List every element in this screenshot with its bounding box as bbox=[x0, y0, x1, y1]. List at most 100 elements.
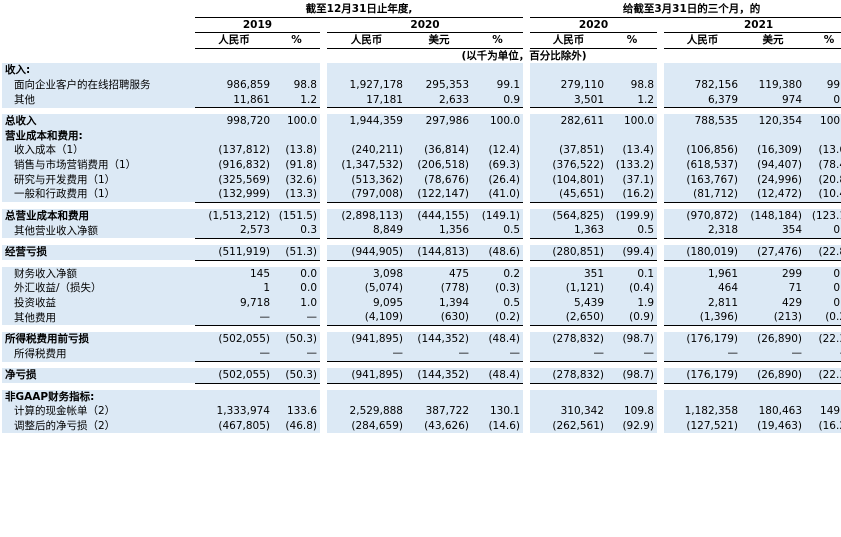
value-cell: (43,626) bbox=[406, 418, 472, 434]
value-cell: (132,999) bbox=[195, 187, 273, 203]
column-gap bbox=[523, 296, 530, 311]
row-label: 投资收益 bbox=[2, 295, 195, 311]
column-gap bbox=[523, 187, 530, 202]
value-cell bbox=[195, 389, 273, 405]
value-cell: (376,522) bbox=[530, 157, 608, 173]
col-label: 美元 bbox=[741, 32, 806, 49]
value-cell: 99.2 bbox=[805, 77, 841, 93]
column-gap bbox=[320, 158, 327, 173]
value-cell: (36,814) bbox=[406, 143, 472, 158]
value-cell: 0.1 bbox=[805, 281, 841, 296]
value-cell bbox=[273, 389, 320, 405]
value-cell: 17,181 bbox=[327, 92, 406, 109]
value-cell: (2,898,113) bbox=[327, 208, 406, 224]
value-cell: 0.5 bbox=[472, 223, 524, 239]
value-cell: (278,832) bbox=[530, 331, 608, 347]
value-cell bbox=[664, 128, 742, 144]
column-gap bbox=[657, 129, 664, 144]
row-label: 所得税费用 bbox=[2, 346, 195, 362]
value-cell: (0.2) bbox=[472, 310, 524, 326]
value-cell: 986,859 bbox=[195, 77, 273, 93]
value-cell: (16.2) bbox=[607, 187, 658, 203]
value-cell: (941,895) bbox=[327, 331, 406, 347]
value-cell: (26.4) bbox=[472, 172, 524, 188]
column-gap bbox=[523, 209, 530, 224]
value-cell: 1.2 bbox=[607, 92, 658, 109]
value-cell: — bbox=[741, 346, 806, 363]
value-cell: (778) bbox=[406, 281, 472, 296]
value-cell: 782,156 bbox=[664, 77, 742, 93]
value-cell: (91.8) bbox=[273, 157, 320, 173]
table-row: 收入成本（1） (137,812) (13.8) (240,211) (36,814)(… bbox=[2, 143, 841, 158]
value-cell: (944,905) bbox=[327, 244, 406, 261]
value-cell: (78.4) bbox=[805, 157, 841, 173]
value-cell bbox=[472, 128, 524, 144]
row-label: 总收入 bbox=[2, 114, 195, 129]
value-cell: (2,650) bbox=[530, 310, 608, 326]
column-gap bbox=[523, 114, 530, 129]
value-cell: 180,463 bbox=[741, 404, 806, 419]
value-cell: (0.9) bbox=[607, 310, 658, 326]
value-cell bbox=[530, 128, 608, 144]
value-cell: (444,155) bbox=[406, 208, 472, 224]
column-gap bbox=[320, 93, 327, 108]
income-statement-table: 截至12月31日止年度, 给截至3月31日的三个月，的 2019 2020 20… bbox=[2, 2, 841, 434]
column-gap bbox=[657, 346, 664, 361]
value-cell: 119,380 bbox=[741, 77, 806, 93]
value-cell: (46.8) bbox=[273, 418, 320, 434]
row-label: 研究与开发费用（1） bbox=[2, 172, 195, 188]
value-cell: (13.3) bbox=[273, 187, 320, 203]
value-cell: 149.9 bbox=[805, 404, 841, 419]
column-gap bbox=[523, 404, 530, 419]
value-cell: 299 bbox=[741, 266, 806, 282]
value-cell: (1,396) bbox=[664, 310, 742, 326]
value-cell: (916,832) bbox=[195, 157, 273, 173]
value-cell bbox=[530, 389, 608, 405]
value-cell: (502,055) bbox=[195, 331, 273, 347]
value-cell bbox=[805, 63, 841, 78]
value-cell: (78,676) bbox=[406, 172, 472, 188]
column-gap bbox=[523, 310, 530, 325]
value-cell: (618,537) bbox=[664, 157, 742, 173]
value-cell: (50.3) bbox=[273, 368, 320, 384]
value-cell bbox=[664, 389, 742, 405]
value-cell: (137,812) bbox=[195, 143, 273, 158]
value-cell: 998,720 bbox=[195, 114, 273, 129]
value-cell: (149.1) bbox=[472, 208, 524, 224]
value-cell bbox=[327, 389, 406, 405]
value-cell: 9,095 bbox=[327, 295, 406, 311]
currency-header-row: 人民币 % 人民币 美元 % 人民币 % 人民币 美元 % bbox=[2, 32, 841, 49]
value-cell: (45,651) bbox=[530, 187, 608, 203]
column-gap bbox=[523, 390, 530, 405]
value-cell: 0.9 bbox=[472, 92, 524, 109]
value-cell: 98.8 bbox=[273, 77, 320, 93]
value-cell: (148,184) bbox=[741, 208, 806, 224]
value-cell: (26,890) bbox=[741, 331, 806, 347]
value-cell: (48.4) bbox=[472, 368, 524, 384]
unit-note: (以千为单位，百分比除外) bbox=[461, 49, 587, 62]
value-cell: (13.6) bbox=[805, 143, 841, 158]
value-cell: 2,633 bbox=[406, 92, 472, 109]
value-cell bbox=[741, 63, 806, 78]
column-gap bbox=[657, 173, 664, 188]
value-cell bbox=[195, 63, 273, 78]
col-label: 人民币 bbox=[530, 32, 608, 49]
table-row: 研究与开发费用（1） (325,569) (32.6) (513,362) (78,67… bbox=[2, 172, 841, 188]
value-cell: 0.8 bbox=[805, 92, 841, 109]
row-label: 财务收入净额 bbox=[2, 266, 195, 282]
value-cell: 1,927,178 bbox=[327, 77, 406, 93]
row-label: 所得税费用前亏损 bbox=[2, 331, 195, 347]
value-cell: (630) bbox=[406, 310, 472, 326]
column-gap bbox=[657, 143, 664, 158]
value-cell: 0.3 bbox=[805, 223, 841, 239]
column-gap bbox=[523, 419, 530, 434]
value-cell: (16.2) bbox=[805, 418, 841, 434]
table-row: 面向企业客户的在线招聘服务 986,859 98.8 1,927,178 295,353… bbox=[2, 77, 841, 93]
value-cell: (22.8) bbox=[805, 244, 841, 261]
year-heading: 2020 bbox=[327, 17, 524, 34]
quarter-period-heading: 给截至3月31日的三个月，的 bbox=[530, 2, 841, 18]
value-cell: 6,379 bbox=[664, 92, 742, 109]
value-cell: (5,074) bbox=[327, 281, 406, 296]
column-gap bbox=[657, 296, 664, 311]
value-cell: (22.3) bbox=[805, 331, 841, 347]
